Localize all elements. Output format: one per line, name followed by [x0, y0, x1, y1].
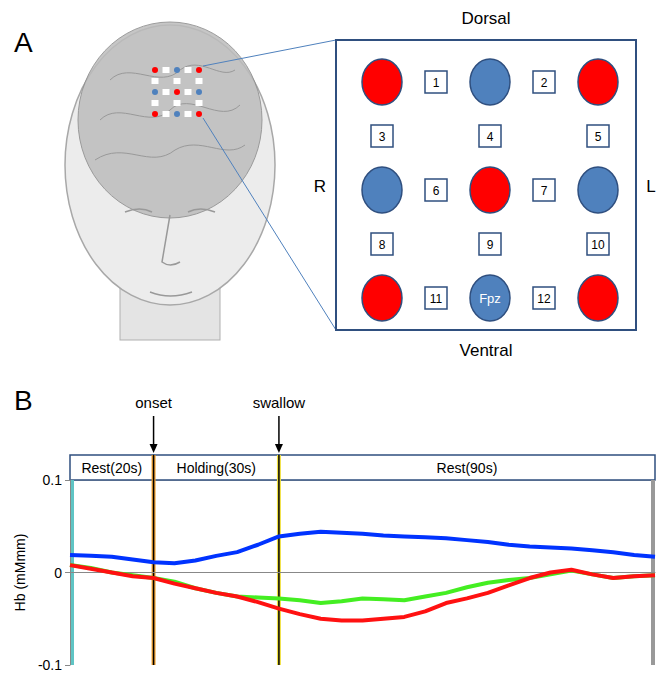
svg-text:onset: onset [135, 394, 173, 411]
svg-text:L: L [646, 177, 655, 196]
svg-text:B: B [14, 385, 33, 416]
svg-text:1: 1 [433, 76, 440, 90]
svg-text:7: 7 [541, 184, 548, 198]
svg-text:12: 12 [537, 292, 551, 306]
svg-text:3: 3 [379, 130, 386, 144]
svg-text:11: 11 [430, 292, 443, 306]
svg-text:Dorsal: Dorsal [461, 9, 510, 28]
svg-text:8: 8 [379, 238, 386, 252]
svg-text:10: 10 [591, 238, 605, 252]
svg-text:0.1: 0.1 [43, 472, 63, 488]
svg-text:R: R [314, 177, 326, 196]
svg-text:2: 2 [541, 76, 548, 90]
svg-text:A: A [14, 27, 33, 58]
svg-text:Fpz: Fpz [479, 291, 501, 306]
svg-text:Rest(20s): Rest(20s) [81, 460, 142, 476]
svg-text:5: 5 [595, 130, 602, 144]
svg-text:-0.1: -0.1 [38, 657, 62, 673]
svg-text:swallow: swallow [253, 394, 306, 411]
svg-text:6: 6 [433, 184, 440, 198]
svg-text:4: 4 [487, 130, 494, 144]
svg-text:Rest(90s): Rest(90s) [437, 460, 498, 476]
svg-text:Ventral: Ventral [460, 341, 513, 360]
svg-text:0: 0 [54, 565, 62, 581]
svg-text:Hb (mMmm): Hb (mMmm) [12, 534, 28, 612]
svg-text:9: 9 [487, 238, 494, 252]
svg-text:Holding(30s): Holding(30s) [177, 460, 256, 476]
